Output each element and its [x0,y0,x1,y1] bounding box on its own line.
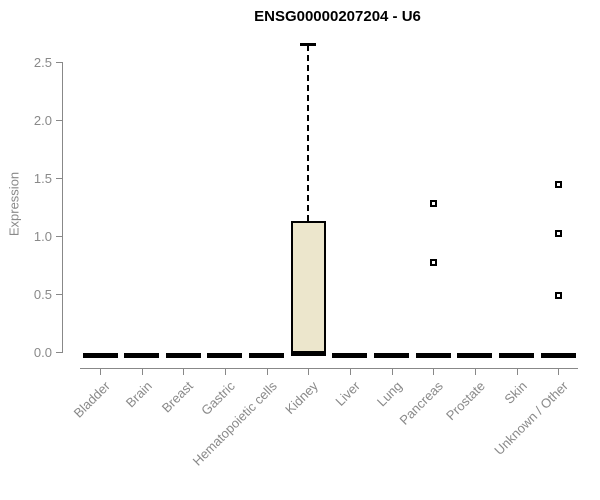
collapsed-box [332,353,367,358]
collapsed-box [124,353,159,358]
x-tick [350,368,351,375]
collapsed-box [416,353,451,358]
whisker-cap [300,43,316,46]
y-tick-label: 2.5 [33,55,52,70]
x-tick [308,368,309,375]
upper-whisker [307,45,309,221]
y-tick-label: 0.5 [33,287,52,302]
y-tick [56,352,62,353]
y-tick-label: 2.0 [33,113,52,128]
x-tick [558,368,559,375]
x-tick [267,368,268,375]
y-tick [56,294,62,295]
y-tick [56,236,62,237]
x-tick [433,368,434,375]
x-tick [225,368,226,375]
x-tick [100,368,101,375]
y-tick [56,178,62,179]
x-tick [475,368,476,375]
y-axis-line [62,62,63,353]
y-tick-label: 0.0 [33,345,52,360]
x-axis-line [80,368,578,369]
box-body [291,221,326,356]
outlier-point [430,259,437,266]
collapsed-box [249,353,284,358]
y-tick-label: 1.5 [33,171,52,186]
outlier-point [430,200,437,207]
x-tick [142,368,143,375]
median-line [291,351,326,356]
y-tick [56,120,62,121]
y-tick-label: 1.0 [33,229,52,244]
outlier-point [555,292,562,299]
collapsed-box [499,353,534,358]
x-tick [392,368,393,375]
chart-title: ENSG00000207204 - U6 [254,8,421,25]
outlier-point [555,181,562,188]
collapsed-box [83,353,118,358]
collapsed-box [541,353,576,358]
collapsed-box [166,353,201,358]
y-tick [56,62,62,63]
x-tick [517,368,518,375]
x-tick [183,368,184,375]
collapsed-box [457,353,492,358]
collapsed-box [207,353,242,358]
collapsed-box [374,353,409,358]
outlier-point [555,230,562,237]
